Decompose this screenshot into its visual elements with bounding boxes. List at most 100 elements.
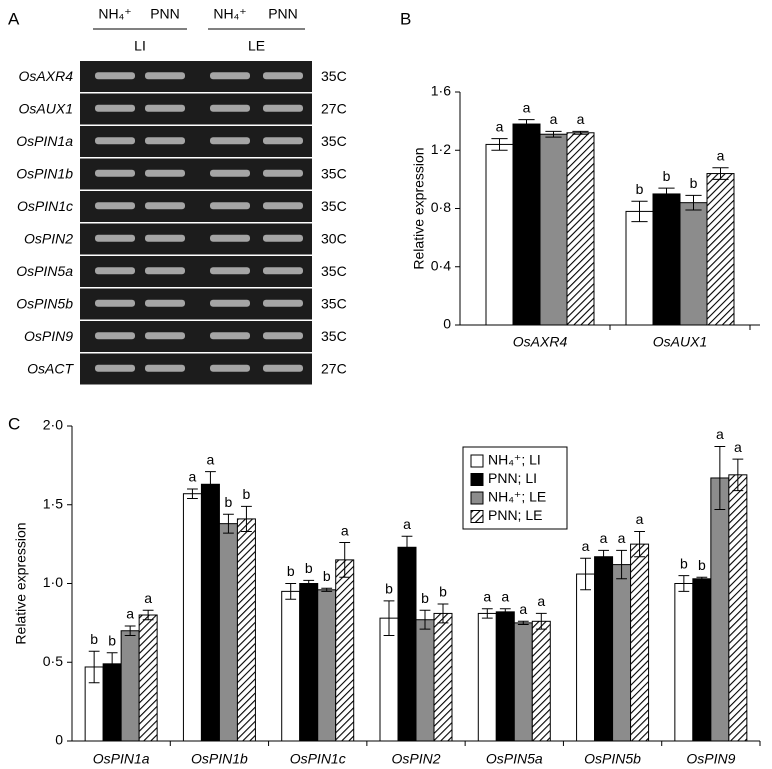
gel-band	[95, 137, 135, 145]
gel-band	[263, 202, 303, 210]
error-bar	[285, 583, 297, 600]
significance-letter: b	[663, 168, 671, 184]
gel-band	[95, 364, 135, 372]
significance-letter: a	[523, 99, 531, 115]
error-bar	[535, 612, 547, 630]
gel-band	[210, 332, 250, 340]
error-bar	[383, 600, 395, 636]
gel-band	[263, 234, 303, 242]
error-bar	[303, 579, 315, 588]
x-tick-label: OsAXR4	[513, 334, 568, 350]
gel-band	[95, 299, 135, 307]
y-tick-label: 0·8	[431, 199, 451, 215]
bar	[706, 173, 735, 326]
bar	[477, 612, 497, 742]
significance-letter: a	[577, 111, 585, 127]
bar	[512, 123, 541, 326]
cycle-label: 35C	[321, 165, 347, 181]
bar	[379, 617, 399, 742]
legend-swatch	[470, 454, 484, 468]
error-bar	[88, 650, 100, 684]
error-bar	[124, 625, 136, 636]
gel-band	[210, 299, 250, 307]
lane-label: NH₄⁺	[213, 6, 246, 22]
error-bar	[714, 445, 726, 510]
bar	[218, 523, 238, 742]
gel-band	[95, 169, 135, 177]
gel-band	[95, 267, 135, 275]
error-bar	[187, 488, 198, 499]
lane-label: PNN	[268, 6, 298, 22]
gel-band	[145, 72, 185, 80]
x-tick-label: OsPIN1b	[191, 751, 248, 767]
gel-band	[210, 234, 250, 242]
gel-band	[210, 202, 250, 210]
significance-letter: b	[305, 560, 313, 576]
error-bar	[499, 608, 511, 616]
significance-letter: a	[341, 522, 349, 538]
bar	[539, 133, 568, 326]
significance-letter: b	[323, 568, 331, 584]
y-tick-label: 0	[55, 732, 63, 748]
gel-band	[145, 364, 185, 372]
significance-letter: a	[483, 588, 491, 604]
gene-label: OsACT	[27, 360, 74, 376]
significance-letter: b	[225, 494, 233, 510]
bar	[138, 614, 158, 742]
bar	[594, 556, 614, 742]
gel-band	[145, 332, 185, 340]
legend-label: PNN; LE	[488, 507, 542, 523]
gel-band	[145, 299, 185, 307]
panel-label: B	[400, 9, 411, 28]
error-bar	[321, 587, 333, 592]
bar	[674, 583, 694, 742]
bar	[513, 622, 533, 742]
error-bar	[106, 652, 118, 676]
cycle-label: 35C	[321, 263, 347, 279]
error-bar	[678, 575, 690, 592]
error-bar	[205, 471, 216, 498]
error-bar	[339, 542, 351, 578]
bar	[531, 620, 551, 742]
gene-label: OsAXR4	[19, 68, 74, 84]
x-tick-label: OsPIN5b	[584, 751, 641, 767]
y-tick-label: 1·5	[43, 495, 63, 511]
gel-band	[145, 234, 185, 242]
x-tick-label: OsPIN5a	[486, 751, 543, 767]
gene-label: OsPIN1a	[16, 133, 73, 149]
gene-label: OsPIN5b	[16, 295, 73, 311]
bar	[612, 564, 632, 742]
bar	[625, 210, 654, 326]
bar	[710, 477, 730, 742]
gel-band	[145, 137, 185, 145]
bar	[120, 630, 140, 742]
error-bar	[491, 138, 508, 151]
cycle-label: 35C	[321, 295, 347, 311]
significance-letter: b	[439, 584, 447, 600]
gel-band	[263, 104, 303, 112]
significance-letter: a	[618, 530, 626, 546]
group-label: LE	[248, 38, 265, 54]
legend-label: NH₄⁺; LE	[488, 489, 546, 505]
y-axis-label: Relative expression	[411, 147, 427, 269]
bar	[102, 663, 122, 742]
significance-letter: b	[680, 555, 688, 571]
error-bar	[685, 194, 702, 211]
significance-letter: a	[126, 606, 134, 622]
bar	[299, 583, 319, 742]
error-bar	[481, 608, 493, 619]
gel-band	[145, 202, 185, 210]
legend-swatch	[470, 510, 484, 523]
significance-letter: b	[90, 631, 98, 647]
error-bar	[732, 458, 744, 492]
lane-label: PNN	[150, 6, 180, 22]
lane-label: NH₄⁺	[98, 6, 131, 22]
cycle-label: 35C	[321, 133, 347, 149]
error-bar	[580, 557, 591, 591]
significance-letter: b	[421, 590, 429, 606]
cycle-label: 30C	[321, 230, 347, 246]
y-tick-label: 0·5	[43, 653, 63, 669]
bar	[630, 543, 650, 742]
error-bar	[631, 200, 648, 223]
